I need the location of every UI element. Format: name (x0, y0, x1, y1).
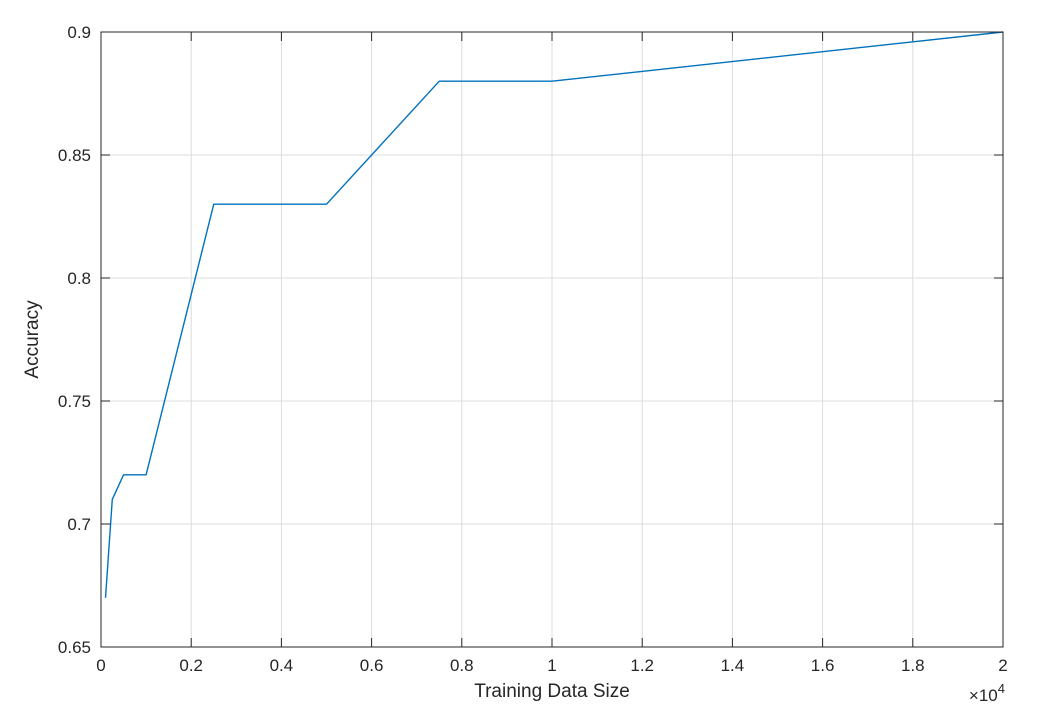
x-tick-label: 1.6 (811, 656, 835, 675)
x-tick-label: 0 (96, 656, 105, 675)
y-tick-label: 0.75 (58, 392, 91, 411)
grid (100, 31, 1004, 648)
x-tick-label: 1.4 (721, 656, 745, 675)
series-line (104, 31, 1004, 598)
ticks: 0 0.2 0.4 0.6 0.8 1 1.2 1.4 1.6 1.8 2 0.65 0.7 0.75 0.… (58, 23, 1008, 675)
x-tick-label: 0.8 (450, 656, 474, 675)
x-axis-exponent: ×104 (969, 681, 1005, 705)
data-point (123, 474, 125, 476)
data-point (438, 80, 440, 82)
x-axis-label: Training Data Size (474, 681, 630, 702)
x-tick-label: 0.6 (360, 656, 384, 675)
y-tick-label: 0.65 (58, 638, 91, 657)
x-tick-label: 1.2 (630, 656, 654, 675)
data-point (111, 499, 113, 501)
data-point (105, 597, 107, 599)
series-layer (104, 31, 1004, 599)
y-axis-label: Accuracy (22, 300, 43, 379)
x-tick-label: 1.8 (901, 656, 925, 675)
data-point (551, 80, 553, 82)
y-tick-label: 0.9 (67, 23, 91, 42)
data-point (213, 203, 215, 205)
x-tick-label: 1 (547, 656, 556, 675)
data-point (145, 474, 147, 476)
y-tick-label: 0.8 (67, 269, 91, 288)
data-point (326, 203, 328, 205)
x-tick-label: 0.2 (179, 656, 203, 675)
y-tick-label: 0.85 (58, 146, 91, 165)
y-tick-label: 0.7 (67, 515, 91, 534)
x-tick-label: 2 (998, 656, 1007, 675)
x-tick-label: 0.4 (270, 656, 294, 675)
